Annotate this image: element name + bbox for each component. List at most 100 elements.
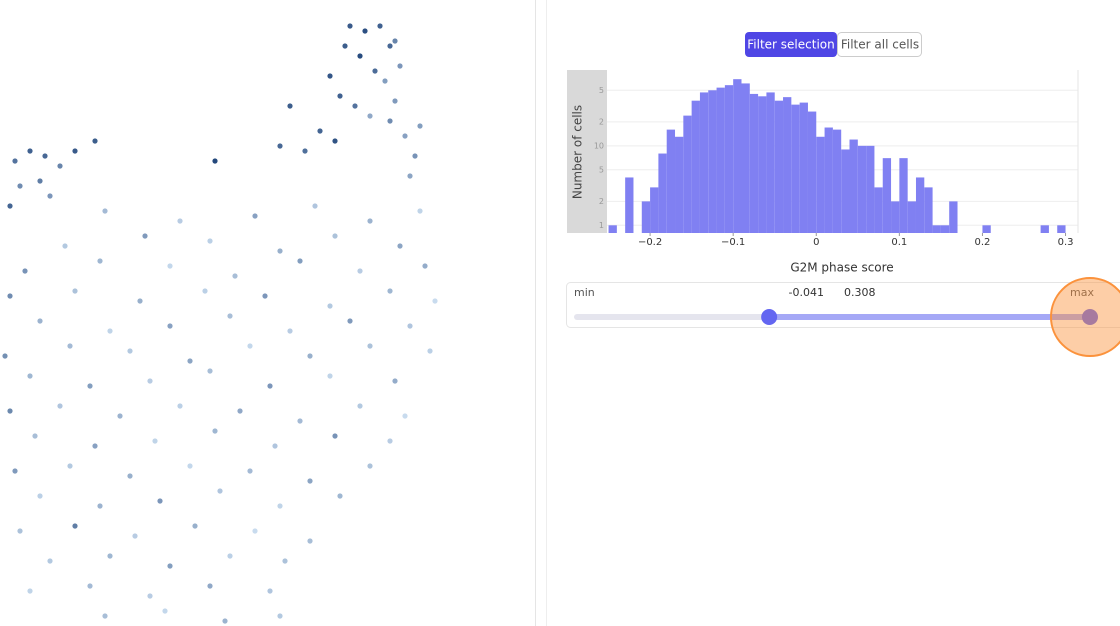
cell-point [357, 403, 363, 409]
cell-point [342, 43, 348, 49]
bar [907, 201, 916, 233]
bar [666, 129, 676, 233]
cell-point [362, 28, 368, 34]
cell-point [397, 243, 403, 249]
bar [816, 136, 825, 233]
cell-point [307, 478, 313, 484]
bar [982, 225, 991, 233]
cell-point [347, 318, 353, 324]
cell-point [412, 153, 418, 159]
bar [857, 145, 867, 233]
cell-point [327, 73, 333, 79]
cell-point [97, 258, 103, 264]
cell-point [207, 368, 213, 374]
x-axis-title: G2M phase score [790, 261, 893, 275]
cell-point [117, 413, 123, 419]
cell-point [32, 433, 38, 439]
cell-point [22, 268, 28, 274]
bar [724, 85, 734, 233]
cell-point [357, 268, 363, 274]
cell-point [387, 288, 393, 294]
bar [774, 100, 784, 233]
cell-point [177, 403, 183, 409]
cell-point [7, 293, 13, 299]
cell-point [67, 463, 73, 469]
bar [741, 83, 750, 234]
cell-point [72, 148, 78, 154]
cell-point [417, 208, 423, 214]
cell-point [307, 353, 313, 359]
cell-point [337, 93, 343, 99]
cell-point [277, 613, 283, 619]
cell-point [367, 113, 373, 119]
bar [932, 225, 941, 233]
bar [641, 201, 651, 233]
bar [783, 97, 792, 233]
cell-point [107, 553, 113, 559]
cell-point [247, 343, 253, 349]
cell-point [392, 98, 398, 104]
click-indicator [1050, 277, 1120, 357]
cell-point [407, 173, 413, 179]
cell-point [307, 538, 313, 544]
bar [733, 79, 742, 233]
cell-point [407, 323, 413, 329]
cell-point [387, 118, 393, 124]
cell-point [227, 553, 233, 559]
cell-point [392, 378, 398, 384]
cell-point [7, 203, 13, 209]
y-tick-label: 5 [599, 165, 604, 174]
cell-point [297, 418, 303, 424]
bar [866, 145, 875, 233]
y-tick-label: 2 [599, 117, 604, 126]
cell-point [237, 408, 243, 414]
bar [716, 87, 725, 234]
cell-point [302, 148, 308, 154]
x-tick-label: 0.3 [1058, 237, 1074, 248]
cell-point [62, 243, 68, 249]
bar [841, 149, 850, 233]
filter-all-button[interactable]: Filter all cells [837, 32, 922, 57]
cell-point [332, 433, 338, 439]
button-label[interactable]: Filter all cells [841, 38, 919, 52]
bar [882, 158, 892, 233]
cell-point [37, 318, 43, 324]
bar [699, 92, 709, 234]
cell-point [212, 428, 218, 434]
bar [891, 201, 900, 233]
cell-point [127, 473, 133, 479]
button-label[interactable]: Filter selection [747, 38, 834, 52]
bar [658, 153, 667, 233]
slider-handle[interactable] [1082, 309, 1098, 325]
cell-point [222, 618, 228, 624]
bar [849, 139, 858, 233]
cell-point [207, 238, 213, 244]
cell-point [192, 523, 198, 529]
cell-point [202, 288, 208, 294]
cell-point [27, 148, 33, 154]
cell-point [317, 128, 323, 134]
bar [799, 102, 808, 233]
cell-point [42, 153, 48, 159]
bar [708, 90, 717, 233]
bar [691, 100, 700, 233]
bar [608, 225, 617, 233]
cell-point [267, 588, 273, 594]
range-slider[interactable] [574, 309, 1098, 325]
bar [1057, 225, 1066, 233]
bar [1040, 225, 1049, 233]
cell-point [67, 343, 73, 349]
slider-handle[interactable] [761, 309, 778, 325]
cell-point [92, 138, 98, 144]
cell-point [2, 353, 8, 359]
bar [758, 96, 767, 233]
bar [940, 225, 950, 233]
histogram: 1 2 5 10 2 5 −0.2 −0.1 0 0.1 0.2 0.3 [594, 70, 1079, 248]
cell-point [132, 533, 138, 539]
filter-selection-button[interactable]: Filter selection [745, 32, 837, 57]
cell-point [97, 503, 103, 509]
cell-point [287, 328, 293, 334]
cell-point [187, 358, 193, 364]
cell-point [162, 608, 168, 614]
cell-point [287, 103, 293, 109]
